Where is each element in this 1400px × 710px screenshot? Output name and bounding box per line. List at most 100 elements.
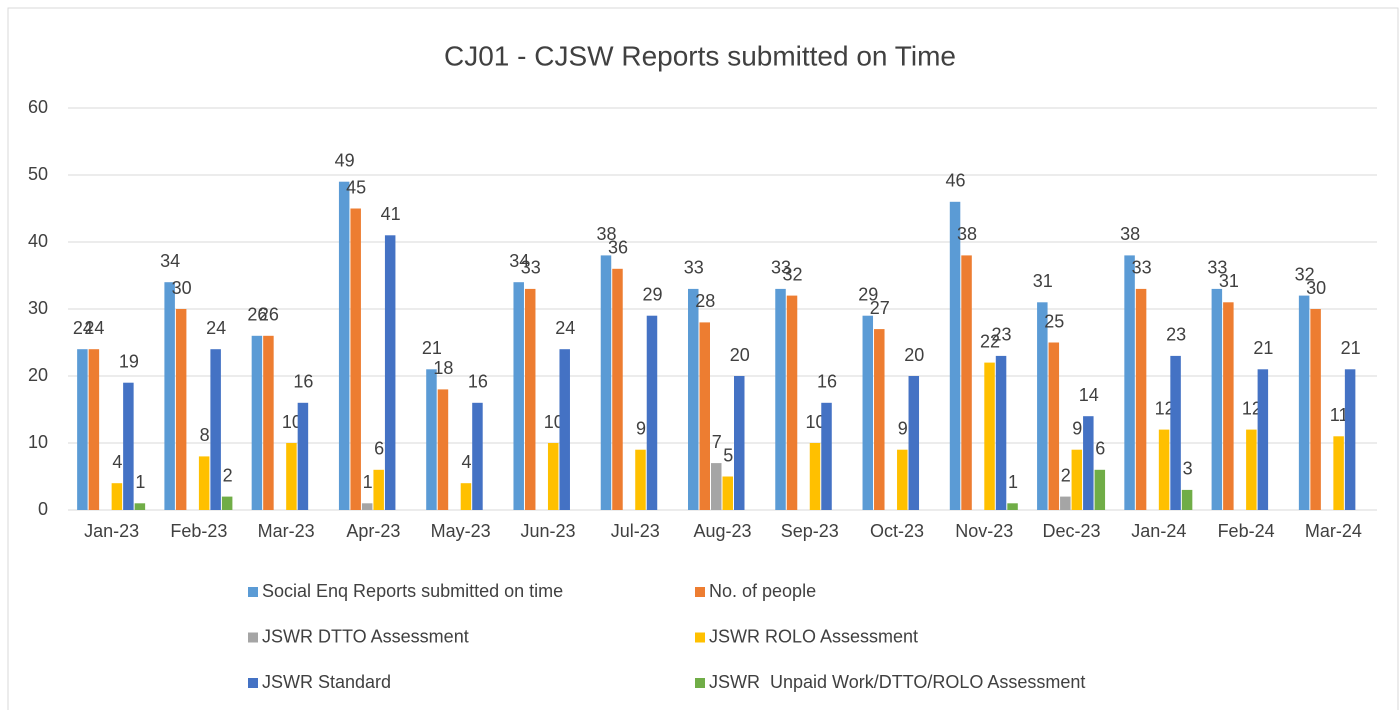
y-tick-label: 20 [28,365,48,385]
data-label: 27 [870,298,890,318]
legend-label: Social Enq Reports submitted on time [262,581,563,601]
data-label: 8 [200,425,210,445]
data-label: 9 [1072,418,1082,438]
data-label: 26 [259,305,279,325]
bar [995,355,1007,510]
data-label: 1 [1008,472,1018,492]
y-tick-label: 60 [28,97,48,117]
data-label: 24 [206,318,226,338]
bar [1071,449,1083,510]
bar [111,483,123,510]
y-tick-label: 10 [28,432,48,452]
bar [1211,288,1223,510]
data-label: 16 [817,372,837,392]
bar [1298,295,1310,510]
x-tick-label: Sep-23 [781,521,839,541]
bar [263,335,274,510]
y-tick-label: 50 [28,164,48,184]
data-label: 26 [247,305,267,325]
x-tick-label: Feb-23 [170,521,227,541]
data-label: 2 [1061,465,1071,485]
bar [1246,429,1257,510]
legend-label: JSWR DTTO Assessment [262,626,469,646]
data-label: 29 [642,284,662,304]
data-label: 24 [555,318,575,338]
data-label: 33 [1207,258,1227,278]
bar [251,335,263,510]
data-label: 32 [1295,264,1315,284]
bar [1333,436,1344,510]
data-label: 6 [374,439,384,459]
data-label: 12 [1155,398,1175,418]
bar [1257,369,1269,510]
bar [460,483,472,510]
data-label: 38 [957,224,977,244]
data-label: 5 [723,445,733,465]
bar [1344,369,1356,510]
bar [775,288,786,510]
data-label: 28 [695,291,715,311]
bar [949,201,961,511]
data-label: 33 [771,258,791,278]
x-tick-label: Aug-23 [693,521,751,541]
bar [437,389,449,510]
data-label: 41 [381,204,401,224]
x-tick-label: Jul-23 [611,521,660,541]
bar [984,362,995,510]
data-label: 33 [521,258,541,278]
data-label: 33 [684,258,704,278]
bar [1037,302,1048,510]
bar [559,349,570,510]
data-label: 24 [73,318,93,338]
bar [1007,503,1018,510]
legend-swatch [248,678,258,688]
data-label: 49 [335,150,355,170]
y-tick-label: 30 [28,298,48,318]
bar [874,329,885,510]
data-label: 32 [783,264,803,284]
data-label: 19 [119,351,139,371]
x-tick-label: Dec-23 [1043,521,1101,541]
x-tick-label: Mar-24 [1305,521,1362,541]
data-label: 29 [858,284,878,304]
bar [524,288,536,510]
bar [164,282,175,510]
data-label: 23 [1166,325,1186,345]
x-tick-label: Jun-23 [520,521,575,541]
y-tick-label: 0 [38,499,48,519]
bar [1158,429,1170,510]
data-label: 9 [898,418,908,438]
data-label: 31 [1033,271,1053,291]
data-label: 21 [1253,338,1273,358]
bar [897,449,908,510]
bar [711,463,722,510]
bar [786,295,798,510]
bar [286,443,297,510]
bar [1170,355,1181,510]
legend-swatch [248,587,258,597]
data-label: 34 [509,251,529,271]
legend-label: JSWR ROLO Assessment [709,626,918,646]
data-label: 1 [363,472,373,492]
bar [646,315,658,510]
data-label: 30 [172,278,192,298]
bar [1060,496,1071,510]
bar [821,402,832,510]
data-label: 18 [433,358,453,378]
x-tick-label: Nov-23 [955,521,1013,541]
x-tick-label: Apr-23 [346,521,400,541]
data-label: 33 [1132,258,1152,278]
data-label: 10 [282,412,302,432]
data-label: 36 [608,238,628,258]
data-label: 10 [806,412,826,432]
data-label: 14 [1079,385,1099,405]
data-label: 7 [712,432,722,452]
bar [198,456,210,510]
bar [123,382,134,510]
data-label: 34 [160,251,180,271]
data-label: 1 [135,472,145,492]
data-label: 46 [946,171,966,191]
bar [862,315,874,510]
data-label: 4 [461,452,471,472]
data-label: 25 [1044,311,1064,331]
